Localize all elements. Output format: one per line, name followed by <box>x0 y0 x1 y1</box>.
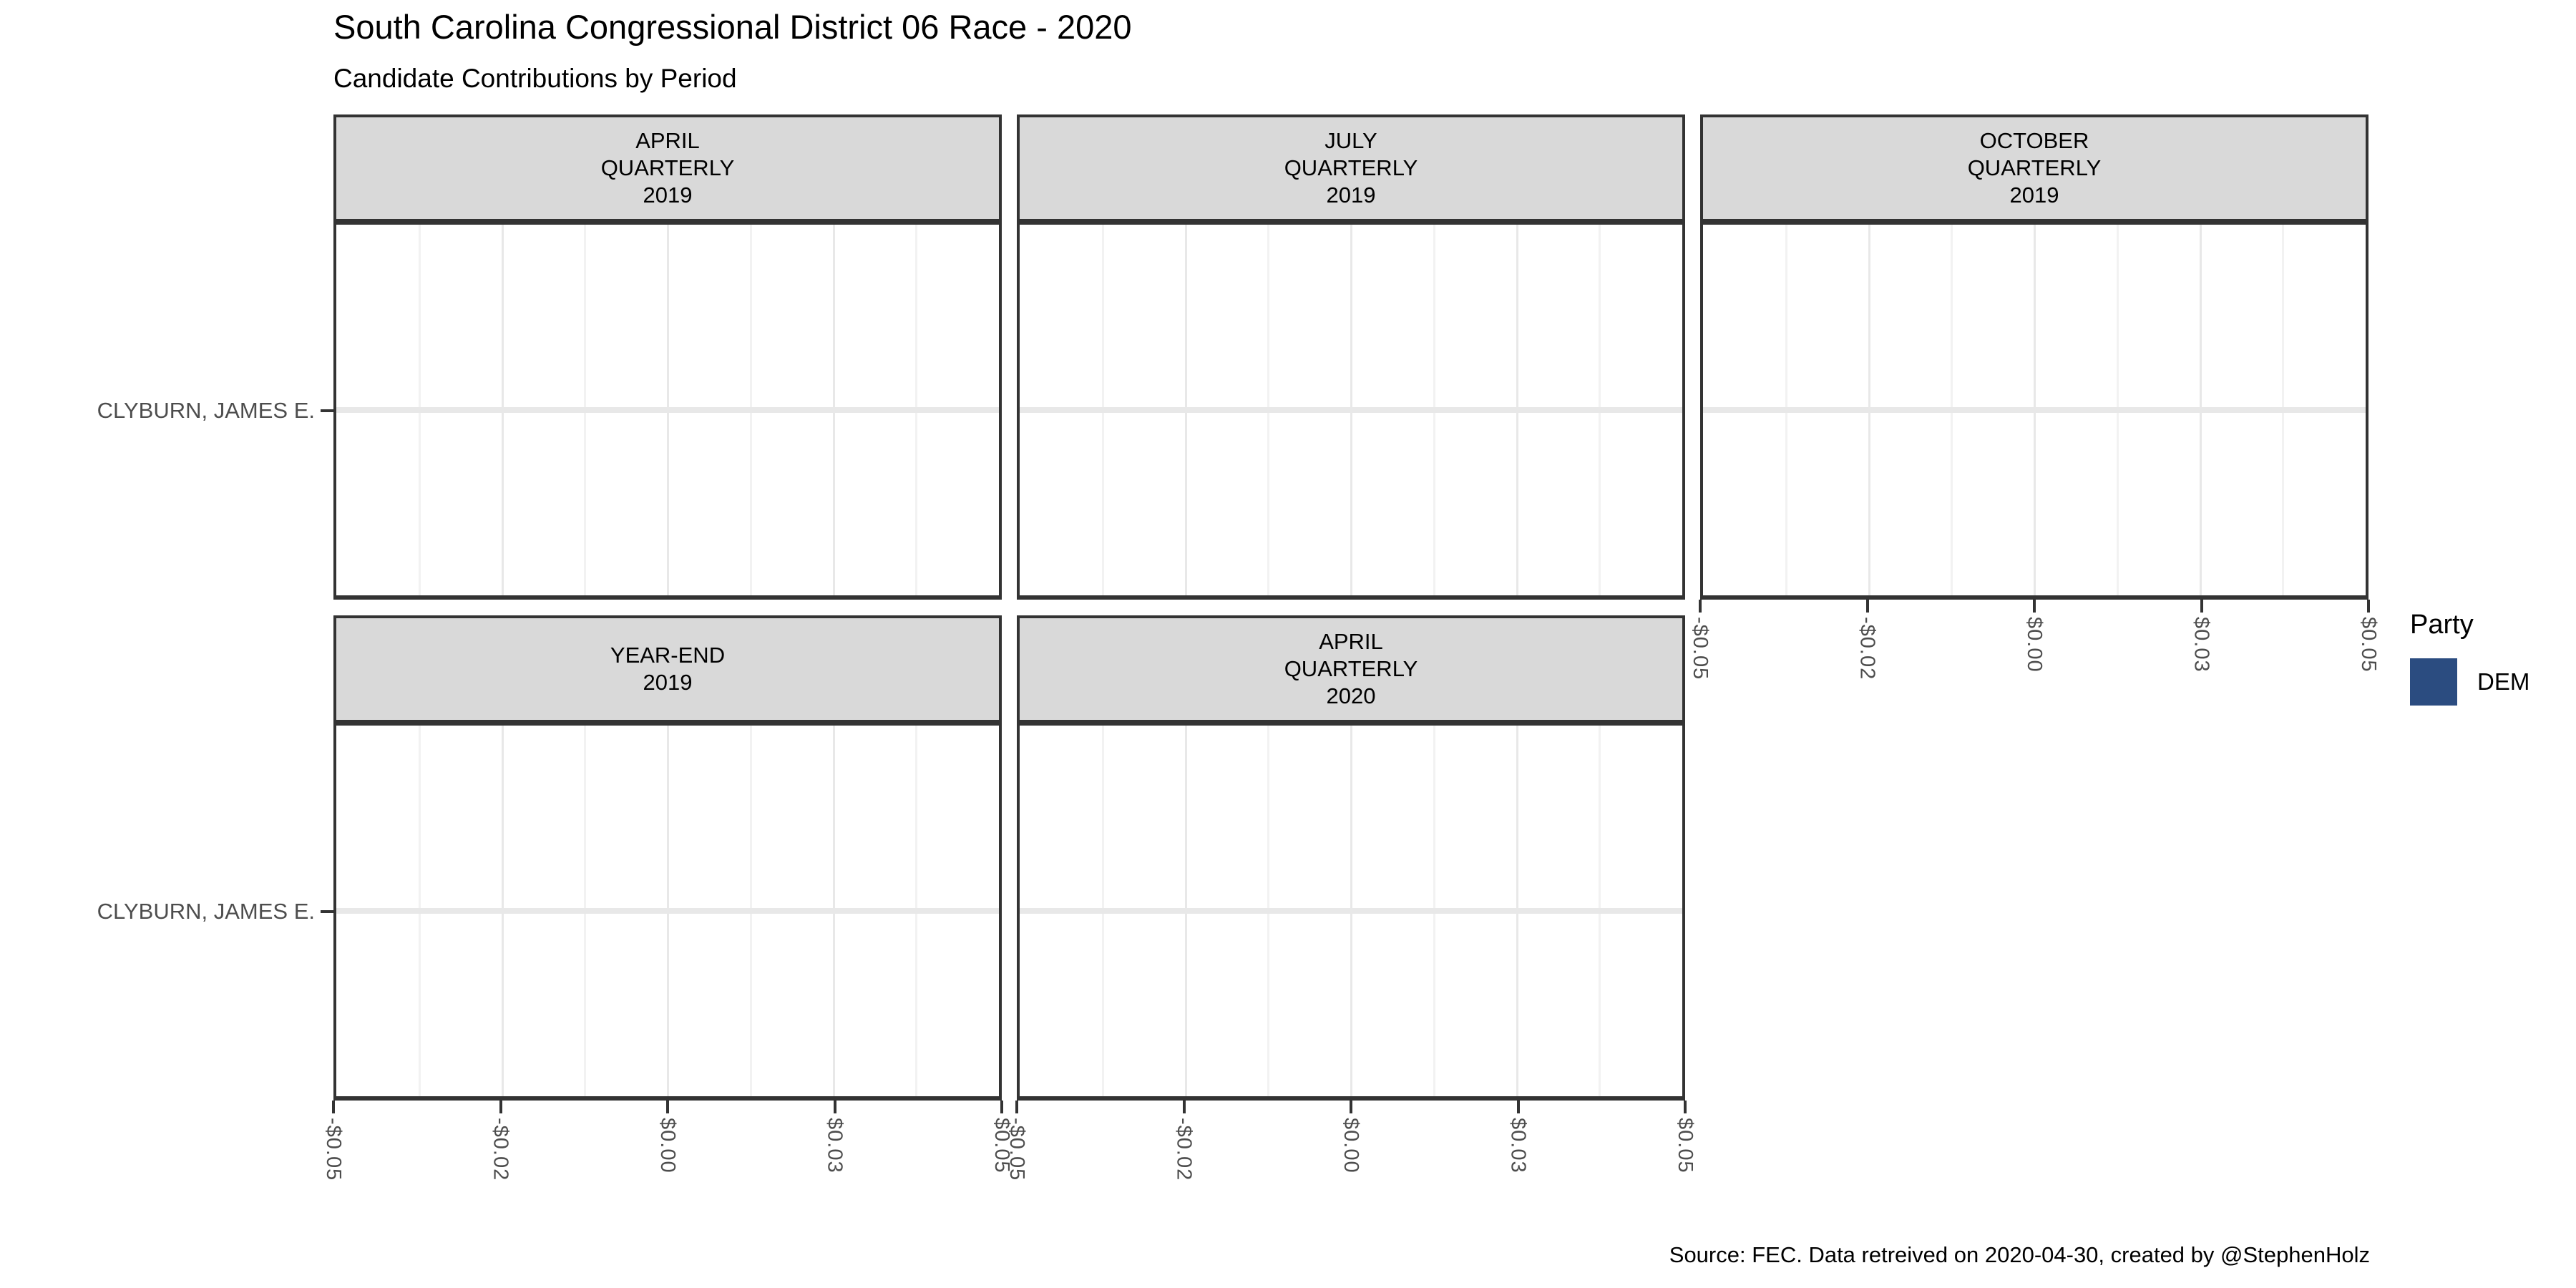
facet-strip-2: OCTOBER QUARTERLY 2019 <box>1700 114 2368 222</box>
legend: Party DEM <box>2410 608 2529 706</box>
x-axis-tick-label: -$0.05 <box>1689 617 1712 680</box>
x-axis-tick-label: $0.00 <box>1340 1118 1362 1174</box>
facet-strip-1: JULY QUARTERLY 2019 <box>1017 114 1685 222</box>
x-axis-tick <box>332 1101 335 1113</box>
x-axis-tick-label: $0.03 <box>823 1118 847 1174</box>
x-axis-tick-label: $0.03 <box>2190 617 2213 673</box>
gridline-horizontal-major <box>1020 908 1682 914</box>
x-axis-tick <box>1699 600 1702 613</box>
facet-strip-label-line: OCTOBER <box>1979 128 2089 153</box>
legend-item-dem: DEM <box>2410 658 2529 706</box>
y-axis-tick <box>321 409 333 412</box>
x-axis-tick-label: $0.00 <box>2023 617 2046 673</box>
x-axis-tick-label: -$0.05 <box>322 1118 345 1181</box>
facet-panel-3 <box>333 723 1002 1101</box>
facet-strip-label-line: 2019 <box>643 182 693 208</box>
y-axis-label: CLYBURN, JAMES E. <box>97 899 315 924</box>
facet-strip-4: APRIL QUARTERLY 2020 <box>1017 615 1685 723</box>
facet-strip-label-line: 2019 <box>643 670 693 695</box>
x-axis-tick <box>1516 1101 1520 1113</box>
x-axis-tick-label: -$0.02 <box>1172 1118 1196 1181</box>
x-axis-tick <box>666 1101 669 1113</box>
x-axis-tick <box>499 1101 502 1113</box>
x-axis-tick <box>1000 1101 1003 1113</box>
y-axis-tick <box>321 910 333 913</box>
x-axis-tick-label: -$0.02 <box>489 1118 512 1181</box>
x-axis-tick-label: $0.03 <box>1506 1118 1530 1174</box>
facet-panel-1 <box>1017 222 1685 600</box>
x-axis-tick-label: $0.05 <box>1674 1118 1697 1174</box>
x-axis-tick <box>1182 1101 1186 1113</box>
facet-strip-label-line: APRIL <box>1319 629 1383 654</box>
x-axis-tick <box>2200 600 2203 613</box>
legend-item-label: DEM <box>2477 668 2530 695</box>
facet-panel-0 <box>333 222 1002 600</box>
facet-strip-label-line: 2020 <box>1326 683 1376 708</box>
x-axis-tick <box>1350 1101 1352 1113</box>
facet-strip-0: APRIL QUARTERLY 2019 <box>333 114 1002 222</box>
x-axis-tick-label: -$0.02 <box>1855 617 1879 680</box>
gridline-horizontal-major <box>336 407 999 413</box>
facet-panel-2 <box>1700 222 2368 600</box>
x-axis-tick <box>1865 600 1869 613</box>
facet-strip-label-line: QUARTERLY <box>1284 656 1418 681</box>
facet-strip-label-line: 2019 <box>2009 182 2059 208</box>
x-axis-tick-label: $0.05 <box>990 1118 1013 1174</box>
facet-strip-label-line: QUARTERLY <box>600 155 735 180</box>
facet-strip-label-line: APRIL <box>635 128 700 153</box>
gridline-horizontal-major <box>336 908 999 914</box>
facet-strip-label-line: 2019 <box>1326 182 1376 208</box>
facet-panel-4 <box>1017 723 1685 1101</box>
gridline-horizontal-major <box>1020 407 1682 413</box>
legend-title: Party <box>2410 610 2474 640</box>
gridline-horizontal-major <box>1703 407 2366 413</box>
x-axis-tick-label: $0.00 <box>656 1118 679 1174</box>
chart-caption: Source: FEC. Data retreived on 2020-04-3… <box>1669 1242 2370 1267</box>
facet-strip-label-line: QUARTERLY <box>1284 155 1418 180</box>
facet-strip-label-line: YEAR-END <box>610 643 726 668</box>
x-axis-tick <box>1015 1101 1018 1113</box>
chart-subtitle: Candidate Contributions by Period <box>333 64 737 93</box>
x-axis-tick <box>1684 1101 1687 1113</box>
chart-title: South Carolina Congressional District 06… <box>333 8 1132 46</box>
x-axis-tick <box>2033 600 2036 613</box>
x-axis-tick-label: $0.05 <box>2357 617 2380 673</box>
x-axis-tick <box>2367 600 2370 613</box>
y-axis-label: CLYBURN, JAMES E. <box>97 398 315 423</box>
legend-key-swatch <box>2410 658 2457 706</box>
facet-strip-label-line: JULY <box>1324 128 1377 153</box>
facet-strip-label-line: QUARTERLY <box>1967 155 2102 180</box>
x-axis-tick <box>833 1101 836 1113</box>
facet-strip-3: YEAR-END 2019 <box>333 615 1002 723</box>
x-axis-tick-label: -$0.05 <box>1005 1118 1028 1181</box>
